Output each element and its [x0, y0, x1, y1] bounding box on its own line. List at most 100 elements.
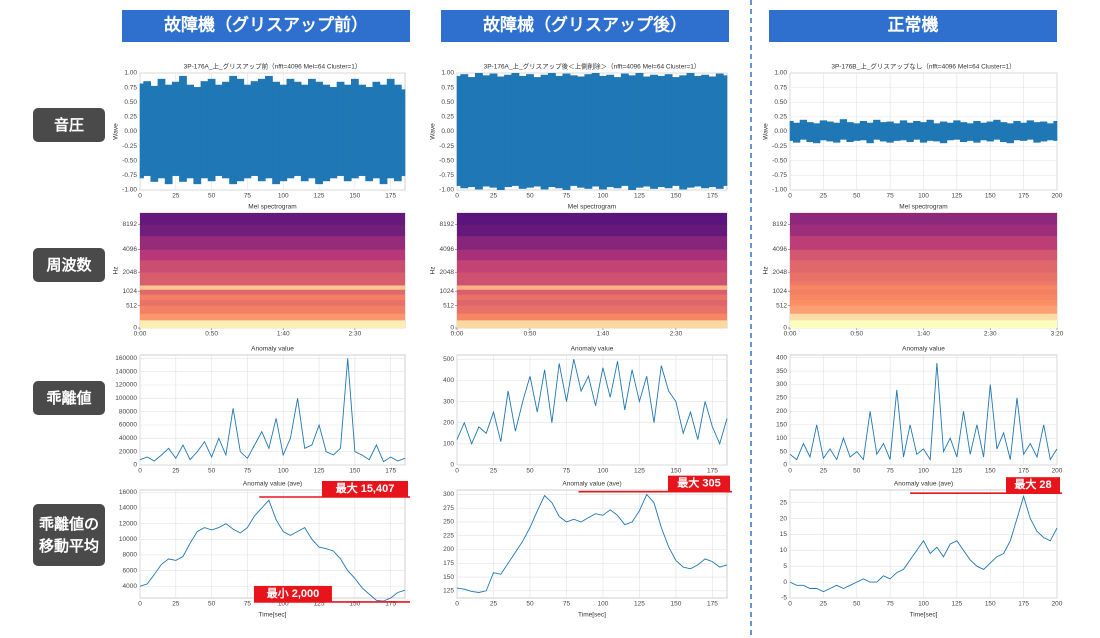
wave-envelope — [701, 74, 710, 189]
wave-envelope — [518, 75, 527, 189]
y-tick-label: 0.25 — [441, 114, 454, 121]
x-tick-label: 175 — [1018, 193, 1029, 200]
wave-envelope — [496, 76, 505, 190]
y-tick-label: -0.75 — [772, 172, 787, 179]
annotation-label: 最大 28 — [1014, 477, 1051, 491]
x-tick-label: 50 — [526, 601, 534, 608]
y-tick-label: 0.00 — [124, 128, 137, 135]
x-tick-label: 175 — [385, 601, 396, 608]
y-tick-label: 0 — [450, 462, 454, 469]
wave-envelope — [919, 122, 928, 143]
x-tick-label: 50 — [208, 193, 216, 200]
x-tick-label: 125 — [314, 193, 325, 200]
spectrogram-band — [457, 249, 727, 261]
y-tick-label: 150 — [443, 574, 454, 581]
wave-envelope — [799, 119, 807, 140]
wave-envelope — [628, 75, 637, 190]
wave-envelope — [143, 81, 152, 176]
spectrogram-band — [140, 272, 405, 282]
wave-envelope — [899, 120, 908, 141]
x-tick-label: 3:20 — [1051, 331, 1064, 338]
wave-envelope — [511, 73, 520, 186]
row-label: 乖離値 — [46, 389, 91, 407]
wave-envelope — [555, 75, 564, 189]
y-tick-label: 8192 — [773, 221, 788, 228]
x-tick-label: 150 — [670, 193, 681, 200]
annotation-box — [253, 585, 332, 602]
y-tick-label: 0.25 — [774, 114, 787, 121]
y-tick-label: 8192 — [123, 221, 138, 228]
wave-envelope — [833, 122, 841, 143]
wave-envelope — [723, 75, 728, 186]
wave-envelope — [577, 76, 586, 188]
chart-title: Anomaly value (ave) — [894, 481, 953, 488]
wave-envelope — [336, 81, 345, 176]
chart-title: Anomaly value — [571, 346, 614, 353]
x-tick-label: 75 — [563, 468, 571, 475]
x-tick-label: 2:30 — [349, 331, 362, 338]
spectrogram-band — [790, 281, 1057, 286]
wave-envelope — [265, 75, 273, 179]
wave-envelope — [893, 123, 901, 141]
wave-envelope — [591, 73, 600, 187]
spectrogram-band — [790, 320, 1057, 329]
y-tick-label: 512 — [776, 302, 787, 309]
x-tick-label: 100 — [598, 601, 609, 608]
y-tick-label: 300 — [776, 381, 787, 388]
y-tick-label: 0.75 — [774, 84, 787, 91]
x-tick-label: 175 — [1018, 601, 1029, 608]
y-tick-label: 350 — [776, 368, 787, 375]
annotation-box — [322, 480, 408, 497]
wave-envelope — [839, 119, 848, 140]
column-header-box — [122, 10, 410, 42]
y-tick-label: 4096 — [440, 246, 455, 253]
x-tick-label: 0 — [455, 601, 459, 608]
wave-envelope — [793, 122, 801, 143]
wave-envelope — [813, 123, 821, 144]
wave-envelope — [1013, 120, 1021, 141]
chart-title: Anomaly value (ave) — [562, 481, 621, 488]
y-tick-label: 0 — [133, 325, 137, 332]
y-tick-label: 500 — [443, 356, 454, 363]
x-tick-label: 175 — [1018, 468, 1029, 475]
x-tick-label: 2:30 — [984, 331, 997, 338]
row-label: 移動平均 — [39, 537, 99, 555]
y-tick-label: 1.00 — [441, 70, 454, 77]
x-tick-label: 0 — [788, 193, 792, 200]
spectrogram-band — [790, 285, 1057, 290]
x-tick-label: 100 — [278, 468, 289, 475]
y-tick-label: 1024 — [773, 288, 788, 295]
spectrogram-band — [457, 281, 727, 286]
spectrogram-band — [140, 260, 405, 273]
wave-envelope — [186, 84, 195, 179]
x-tick-label: 75 — [887, 193, 895, 200]
chart-title: Mel spectrogram — [899, 204, 947, 211]
spectrogram-band — [790, 213, 1057, 225]
wave-envelope — [179, 75, 187, 182]
column-header-box — [769, 10, 1057, 42]
wave-envelope — [401, 89, 406, 176]
x-tick-label: 125 — [634, 468, 645, 475]
y-tick-label: 150 — [776, 421, 787, 428]
x-tick-label: 175 — [385, 468, 396, 475]
x-tick-label: 0 — [138, 193, 142, 200]
x-tick-label: 0 — [138, 601, 142, 608]
x-tick-label: 0 — [138, 468, 142, 475]
wave-envelope — [504, 74, 513, 188]
x-tick-label: 0:00 — [134, 331, 147, 338]
x-tick-label: 50 — [853, 193, 861, 200]
spectrogram-band — [457, 299, 727, 306]
chart-title: Mel spectrogram — [248, 204, 296, 211]
wave-envelope — [946, 122, 954, 141]
wave-envelope — [986, 121, 994, 142]
wave-envelope — [243, 84, 252, 179]
y-tick-label: 8192 — [440, 221, 455, 228]
wave-envelope — [308, 78, 316, 179]
y-tick-label: -0.75 — [122, 172, 137, 179]
y-tick-label: 0 — [450, 325, 454, 332]
spectrogram-band — [790, 249, 1057, 261]
x-tick-label: 100 — [918, 193, 929, 200]
wave-envelope — [879, 122, 888, 142]
annotation-label: 最大 15,407 — [336, 481, 395, 495]
x-tick-label: 125 — [951, 193, 962, 200]
